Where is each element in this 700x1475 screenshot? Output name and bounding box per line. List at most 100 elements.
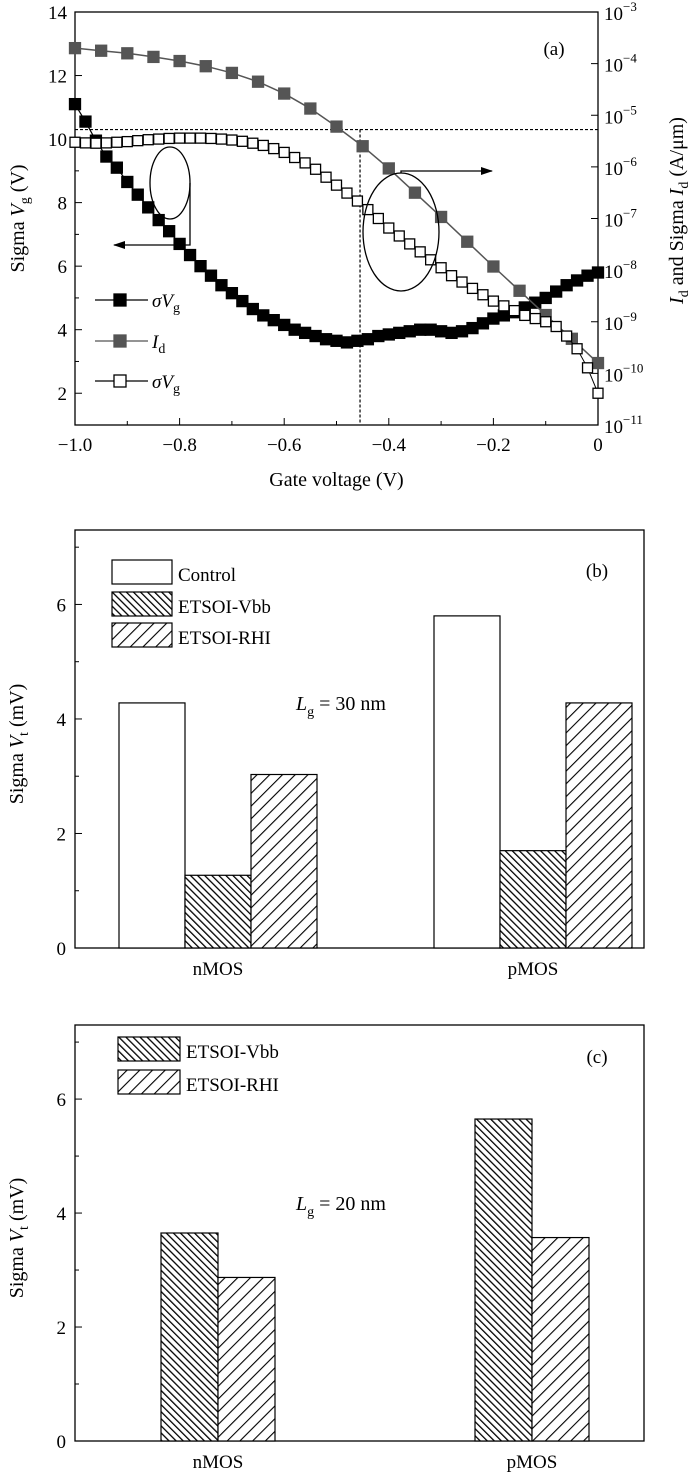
x-tick-label-a: −0.6 xyxy=(267,435,301,456)
y-tick-label-left-a: 8 xyxy=(58,194,68,215)
tick-exponent: −9 xyxy=(623,309,637,324)
data-point-open xyxy=(466,282,479,295)
data-point-filled-gray xyxy=(330,120,343,133)
y-label-var: V xyxy=(6,1227,28,1242)
panel-c: 0 2 4 6 nMOS pMOS ETSOI-Vbb ETSOI-RHI Lg = 20 nm… xyxy=(6,1024,645,1473)
data-point-open xyxy=(226,134,238,146)
bar-etsoi-rhi xyxy=(531,1236,590,1442)
data-point-filled-black xyxy=(570,274,584,287)
data-point-filled-black xyxy=(393,326,406,340)
data-point-filled-black xyxy=(267,314,280,327)
data-point-filled-black xyxy=(455,325,469,338)
data-point-open xyxy=(487,295,500,307)
data-point-open xyxy=(69,136,81,148)
y-tick-label-right-a: 10−8 xyxy=(604,257,637,283)
data-point-filled-black xyxy=(246,302,259,316)
tick-exponent: −6 xyxy=(623,154,637,169)
data-point-filled-black xyxy=(79,115,92,128)
bar-etsoi-vbb xyxy=(184,874,252,949)
legend-sub: d xyxy=(158,342,165,357)
data-point-open xyxy=(560,330,573,342)
tick-exponent: −4 xyxy=(623,51,637,66)
data-point-filled-black xyxy=(403,325,416,338)
data-point-filled-gray xyxy=(408,186,422,199)
data-point-filled-black xyxy=(487,312,500,325)
tick-base: 10 xyxy=(604,56,623,77)
y-label-unit: (mV) xyxy=(6,1178,28,1226)
y-axis-label-left-a: Sigma Vg (V) xyxy=(7,164,33,272)
data-point-filled-black xyxy=(539,291,552,305)
data-point-filled-black xyxy=(236,294,249,308)
data-point-open xyxy=(79,137,92,149)
legend-sub: g xyxy=(173,301,180,316)
y-label-sub: t xyxy=(17,1226,32,1230)
legend-swatch xyxy=(111,622,173,648)
legend-marker-open xyxy=(113,374,127,388)
panel-label-a: (a) xyxy=(543,39,564,60)
data-point-open xyxy=(100,137,113,149)
data-point-filled-black xyxy=(204,269,218,282)
legend-swatch xyxy=(111,559,173,585)
data-point-open xyxy=(351,195,364,207)
data-point-filled-gray xyxy=(278,87,291,100)
annotation-var: L xyxy=(295,693,307,715)
y-tick-label-right-a: 10−5 xyxy=(604,102,637,128)
data-point-filled-black xyxy=(257,309,270,322)
data-point-filled-gray xyxy=(95,44,108,57)
y-axis-label: Sigma Vt (mV) xyxy=(6,684,32,805)
legend-label: ETSOI-RHI xyxy=(186,1075,279,1096)
data-point-filled-black xyxy=(131,188,144,201)
data-point-open xyxy=(424,254,437,266)
panel-b: 0 2 4 6 nMOS pMOS Control ETSOI-Vbb ETSOI-RHI Lg … xyxy=(6,529,645,980)
legend-label: Control xyxy=(178,565,236,586)
category-label: nMOS xyxy=(193,959,244,980)
data-point-filled-black xyxy=(68,97,82,111)
data-point-open xyxy=(278,146,290,159)
data-point-open xyxy=(121,135,133,148)
y-axis-label-right-a: Id and Sigma Id (A/μm) xyxy=(666,117,692,305)
data-point-open xyxy=(456,276,468,288)
data-point-filled-black xyxy=(550,285,563,298)
data-point-open xyxy=(592,387,604,399)
panel-label: (c) xyxy=(586,1047,607,1068)
data-point-filled-gray xyxy=(251,75,265,88)
tick-exponent: −7 xyxy=(623,206,637,221)
data-point-filled-black xyxy=(215,279,228,292)
legend-swatch xyxy=(117,1036,181,1062)
annotation-ellipse-left xyxy=(149,146,191,220)
data-point-filled-black xyxy=(298,326,312,340)
category-label: pMOS xyxy=(507,1452,558,1473)
annotation-rest: = 20 nm xyxy=(314,1193,386,1215)
data-point-filled-black xyxy=(581,269,594,282)
data-point-open xyxy=(393,230,405,242)
annotation-sub: g xyxy=(307,1205,314,1220)
plot-frame xyxy=(74,529,645,949)
panel-label: (b) xyxy=(586,561,608,582)
data-point-filled-black xyxy=(288,323,301,336)
data-point-filled-black xyxy=(278,318,291,332)
data-point-filled-black xyxy=(173,237,186,251)
annotation-arrow-left xyxy=(113,183,191,249)
bar-etsoi-vbb xyxy=(160,1232,219,1442)
y-tick-label-right-a: 10−7 xyxy=(604,206,637,232)
bar-etsoi-rhi xyxy=(250,773,318,949)
y-label-text: and Sigma xyxy=(666,195,688,290)
data-point-filled-black xyxy=(142,201,155,214)
series-line-open xyxy=(74,137,599,394)
data-point-filled-black xyxy=(351,334,364,347)
data-point-open xyxy=(268,142,280,155)
y-tick-label-right-a: 10−6 xyxy=(604,154,637,180)
data-point-filled-black xyxy=(466,321,479,335)
data-point-open xyxy=(320,171,332,183)
bar-etsoi-rhi xyxy=(565,702,633,949)
data-point-open xyxy=(529,312,541,325)
y-tick-label: 0 xyxy=(57,939,67,960)
legend-entry: σVg xyxy=(152,291,180,316)
category-label: pMOS xyxy=(508,959,559,980)
tick-base: 10 xyxy=(604,107,623,128)
data-point-filled-gray xyxy=(591,356,605,370)
tick-base: 10 xyxy=(604,417,623,438)
